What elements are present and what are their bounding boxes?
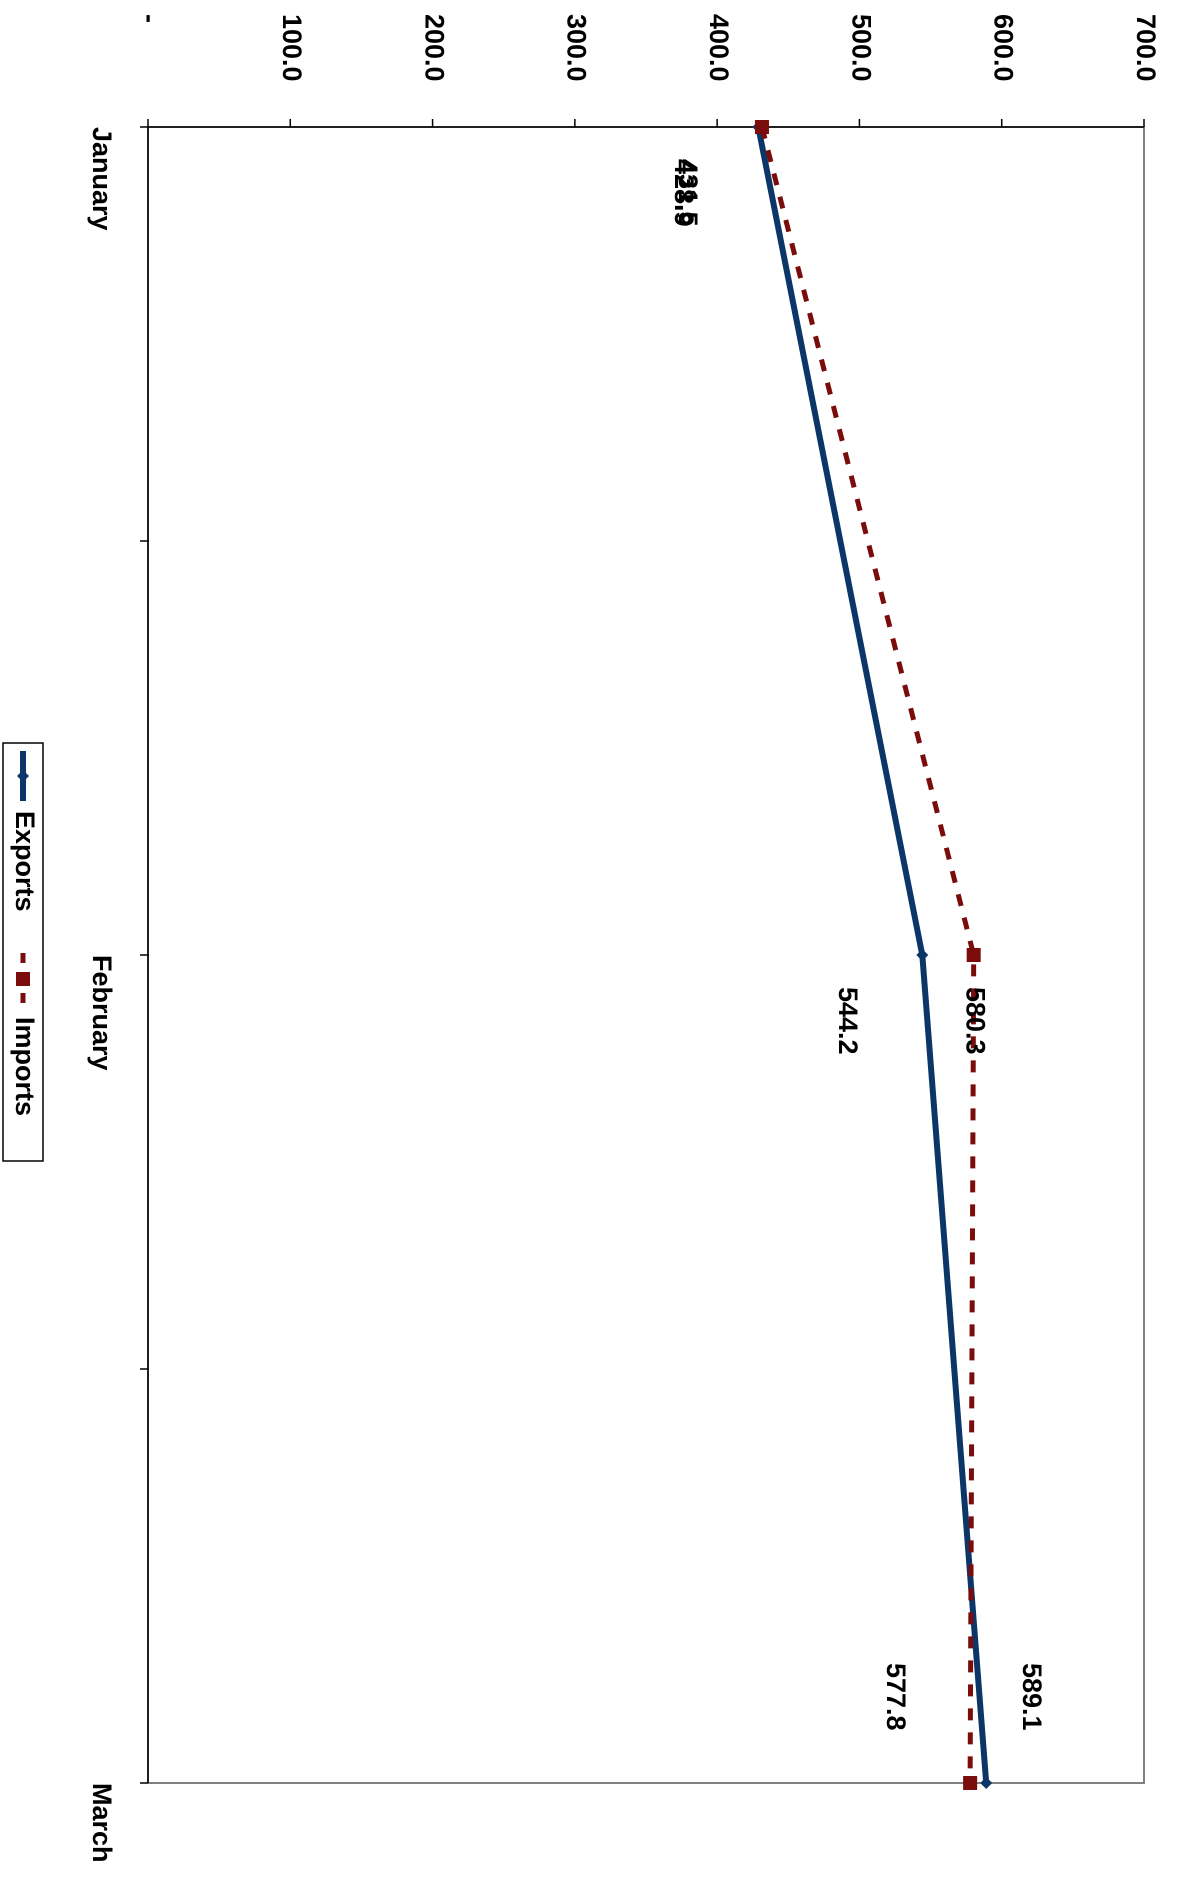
- legend-marker-exports: [17, 770, 29, 782]
- value-tick-label: 700.0: [1131, 14, 1161, 82]
- legend-marker-imports: [16, 972, 30, 986]
- category-tick-label: January: [87, 127, 117, 231]
- value-tick-label: -: [135, 14, 165, 23]
- data-point-imports: [963, 1776, 978, 1790]
- value-tick-label: 500.0: [846, 14, 876, 82]
- data-point-exports: [916, 949, 929, 961]
- data-label-imports: 580.3: [961, 987, 991, 1055]
- series-line-exports: [755, 126, 990, 1784]
- data-label-imports: 577.8: [881, 1663, 911, 1731]
- legend-box: [2, 742, 44, 1162]
- value-tick-label: 400.0: [704, 14, 734, 82]
- data-point-imports: [754, 120, 769, 134]
- data-label-exports: 589.1: [1017, 1663, 1047, 1731]
- value-tick-label: 300.0: [562, 14, 592, 82]
- plot-area: [147, 126, 1145, 1784]
- category-tick-label: March: [87, 1783, 117, 1863]
- value-tick-label: 600.0: [989, 14, 1019, 82]
- value-tick-label: 200.0: [419, 14, 449, 82]
- data-label-exports: 428.9: [669, 159, 699, 227]
- legend-label-imports: Imports: [10, 1017, 40, 1116]
- data-label-imports: 431.5: [673, 159, 703, 227]
- legend-label-exports: Exports: [10, 811, 40, 912]
- data-label-exports: 544.2: [833, 987, 863, 1055]
- series-line-imports: [759, 126, 977, 1784]
- data-point-imports: [966, 948, 981, 962]
- category-tick-label: February: [87, 955, 117, 1071]
- data-point-exports: [980, 1777, 993, 1789]
- value-tick-label: 100.0: [277, 14, 307, 82]
